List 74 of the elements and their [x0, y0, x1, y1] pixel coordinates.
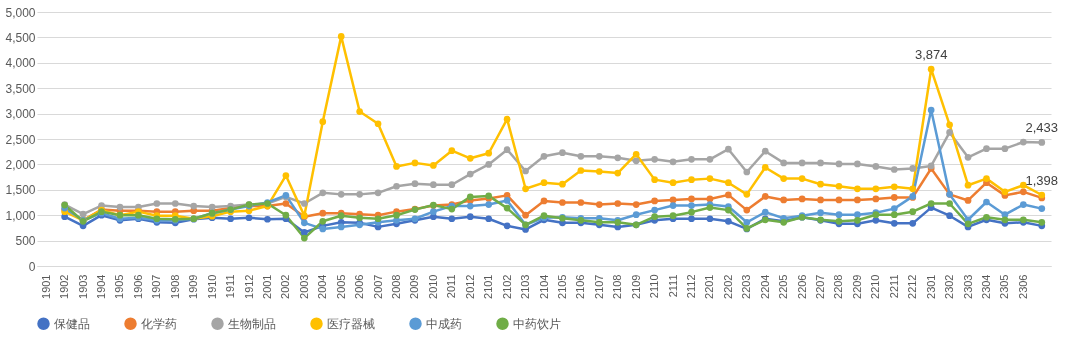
x-tick-label: 2006	[353, 274, 366, 299]
x-tick-label: 2009	[408, 274, 421, 299]
x-tick-label: 2209	[850, 274, 863, 299]
x-tick-label: 2008	[390, 274, 403, 299]
x-tick-label: 2105	[555, 274, 568, 299]
x-tick-label: 2004	[316, 274, 329, 299]
x-tick-label: 2111	[666, 274, 679, 298]
x-tick-label: 2102	[500, 274, 513, 299]
x-tick-label: 1909	[187, 274, 200, 299]
y-tick-label: 3,500	[5, 81, 36, 96]
y-tick-label: 2,000	[5, 157, 36, 172]
x-tick-label: 2010	[426, 274, 439, 299]
data-label: 1,398	[1025, 172, 1059, 188]
x-tick-label: 2002	[279, 274, 292, 299]
x-tick-label: 2001	[260, 274, 273, 299]
y-tick-label: 3,000	[5, 107, 36, 122]
x-tick-label: 2108	[611, 274, 624, 299]
x-tick-label: 2109	[629, 274, 642, 299]
x-tick-label: 2012	[463, 274, 476, 299]
y-tick-label: 4,000	[5, 56, 36, 71]
x-tick-label: 2206	[795, 274, 808, 299]
x-tick-label: 2007	[371, 274, 384, 299]
x-tick-label: 2103	[519, 274, 532, 299]
data-label: 3,874	[914, 47, 948, 63]
data-label: 2,433	[1025, 120, 1059, 136]
x-tick-label: 2005	[334, 274, 347, 299]
legend-label: 化学药	[141, 316, 177, 331]
y-tick-label: 5,000	[5, 5, 36, 20]
x-tick-label: 2101	[482, 274, 495, 299]
x-tick-label: 2107	[592, 274, 605, 299]
x-tick-label: 2205	[777, 274, 790, 299]
legend-label: 中药饮片	[513, 316, 561, 331]
x-tick-label: 2112	[684, 274, 697, 299]
x-tick-label: 1901	[39, 274, 52, 299]
x-tick-label: 2106	[574, 274, 587, 299]
x-tick-label: 2011	[445, 274, 458, 299]
y-tick-label: 1,500	[5, 183, 36, 198]
x-tick-label: 2301	[924, 274, 937, 299]
x-tick-label: 2208	[832, 274, 845, 299]
x-tick-label: 2003	[297, 274, 310, 299]
x-tick-label: 1908	[168, 274, 181, 299]
x-tick-label: 2110	[648, 274, 661, 299]
x-tick-label: 2201	[703, 274, 716, 299]
x-tick-label: 2203	[740, 274, 753, 299]
legend-label: 中成药	[426, 316, 462, 331]
legend-label: 生物制品	[228, 316, 276, 331]
x-tick-label: 2302	[943, 274, 956, 299]
x-tick-label: 1911	[224, 274, 237, 299]
legend-label: 医疗器械	[327, 316, 375, 331]
x-tick-label: 1906	[131, 274, 144, 299]
x-tick-label: 2212	[906, 274, 919, 299]
x-tick-label: 2305	[998, 274, 1011, 299]
x-tick-label: 1902	[58, 274, 71, 299]
x-tick-label: 2306	[1016, 274, 1029, 299]
x-tick-label: 2211	[887, 274, 900, 299]
y-tick-label: 2,500	[5, 132, 36, 147]
x-tick-label: 1912	[242, 274, 255, 299]
y-tick-label: 0	[28, 259, 36, 274]
y-tick-label: 4,500	[5, 30, 36, 45]
x-tick-label: 1904	[95, 274, 108, 299]
legend-label: 保健品	[54, 316, 90, 331]
x-tick-label: 2202	[721, 274, 734, 299]
y-tick-label: 500	[15, 234, 36, 249]
x-tick-label: 1910	[205, 274, 218, 299]
x-tick-label: 2304	[979, 274, 992, 299]
x-tick-label: 1903	[76, 274, 89, 299]
x-tick-label: 2104	[537, 274, 550, 299]
x-tick-label: 2207	[814, 274, 827, 299]
y-tick-label: 1,000	[5, 208, 36, 223]
x-tick-label: 2210	[869, 274, 882, 299]
x-tick-label: 1905	[113, 274, 126, 299]
x-tick-label: 2303	[961, 274, 974, 299]
x-tick-label: 2204	[758, 274, 771, 299]
x-tick-label: 1907	[150, 274, 163, 299]
